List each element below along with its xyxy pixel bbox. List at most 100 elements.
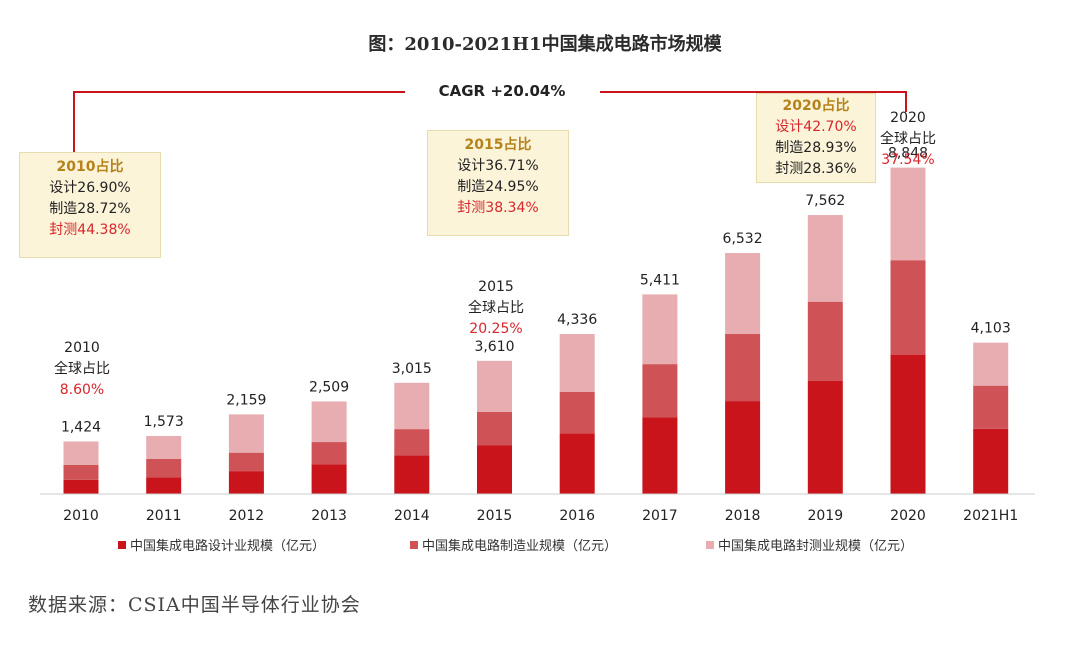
bar-segment-design-2019 <box>807 380 843 494</box>
share-design: 设计36.71% <box>457 158 539 174</box>
bar-segment-manufacture-2011 <box>146 458 182 478</box>
bar-segment-packaging-2014 <box>394 382 430 430</box>
total-label-2016: 4,336 <box>557 312 597 328</box>
bar-segment-packaging-2013 <box>311 401 347 443</box>
bar-segment-design-2010 <box>63 479 99 494</box>
share-manufacture: 制造28.93% <box>775 140 857 156</box>
share-packaging: 封测44.38% <box>49 222 131 238</box>
global-share-value: 8.60% <box>59 382 105 398</box>
global-share-2015: 2015 全球占比 20.25% <box>451 277 541 340</box>
bar-segment-manufacture-2020 <box>890 260 926 355</box>
share-packaging: 封测38.34% <box>457 200 539 216</box>
total-label-2012: 2,159 <box>226 392 266 408</box>
x-tick-label-2018: 2018 <box>725 508 761 524</box>
x-tick-label-2019: 2019 <box>807 508 843 524</box>
source-note: 数据来源：CSIA中国半导体行业协会 <box>28 594 361 616</box>
total-label-2011: 1,573 <box>144 414 184 430</box>
bar-segment-packaging-2021H1 <box>973 342 1009 386</box>
total-label-2020: 8,848 <box>888 146 928 162</box>
x-tick-label-2016: 2016 <box>559 508 595 524</box>
share-manufacture: 制造24.95% <box>457 179 539 195</box>
chart-svg: CAGR +20.04% 1,424 2010 1,573 2011 2,159 2012… <box>40 82 1035 554</box>
total-label-2021H1: 4,103 <box>971 321 1011 337</box>
global-share-2010: 2010 全球占比 8.60% <box>37 338 127 401</box>
bars-layer: 1,424 2010 1,573 2011 2,159 2012 2,509 2013 3,01… <box>61 146 1018 524</box>
share-manufacture: 制造28.72% <box>49 201 131 217</box>
bar-segment-manufacture-2021H1 <box>973 385 1009 429</box>
total-label-2017: 5,411 <box>640 272 680 288</box>
legend-swatch-design <box>118 541 126 549</box>
bar-segment-design-2018 <box>725 401 761 494</box>
x-tick-label-2010: 2010 <box>63 508 99 524</box>
legend-label-design: 中国集成电路设计业规模（亿元） <box>130 538 325 554</box>
bar-segment-packaging-2018 <box>725 253 761 335</box>
total-label-2019: 7,562 <box>805 193 845 209</box>
global-share-value: 37.54% <box>881 152 935 168</box>
bar-segment-manufacture-2015 <box>477 411 512 446</box>
bar-segment-manufacture-2013 <box>311 442 347 465</box>
x-tick-label-2011: 2011 <box>146 508 182 524</box>
x-tick-label-2015: 2015 <box>477 508 513 524</box>
bar-segment-manufacture-2017 <box>642 364 678 418</box>
x-tick-label-2017: 2017 <box>642 508 678 524</box>
chart-title: 图：2010-2021H1中国集成电路市场规模 <box>368 34 722 55</box>
x-tick-label-2013: 2013 <box>311 508 347 524</box>
x-tick-label-2021H1: 2021H1 <box>963 508 1018 524</box>
global-share-year: 2010 <box>64 340 100 356</box>
share-box-head: 2015占比 <box>464 137 532 153</box>
global-share-label: 全球占比 <box>468 300 524 316</box>
bar-segment-packaging-2012 <box>228 414 264 453</box>
share-box-head: 2010占比 <box>56 159 124 175</box>
cagr-bracket-left <box>73 91 405 152</box>
share-packaging: 封测28.36% <box>775 161 857 177</box>
global-share-2020: 2020 全球占比 37.54% <box>863 108 953 171</box>
total-label-2018: 6,532 <box>723 231 763 247</box>
bar-segment-packaging-2020 <box>890 167 926 261</box>
share-box-head: 2020占比 <box>782 98 850 114</box>
bar-segment-packaging-2010 <box>63 441 99 465</box>
total-label-2010: 1,424 <box>61 419 101 435</box>
share-design: 设计26.90% <box>49 180 131 196</box>
bar-segment-design-2021H1 <box>973 428 1009 494</box>
x-tick-label-2014: 2014 <box>394 508 430 524</box>
bar-segment-design-2011 <box>146 477 182 494</box>
global-share-value: 20.25% <box>469 321 523 337</box>
bar-segment-design-2013 <box>311 464 347 494</box>
bar-segment-manufacture-2019 <box>807 301 843 381</box>
bar-segment-design-2017 <box>642 417 678 494</box>
legend-label-packaging: 中国集成电路封测业规模（亿元） <box>718 538 913 554</box>
cagr-label: CAGR +20.04% <box>439 82 566 100</box>
bar-segment-manufacture-2012 <box>228 452 264 472</box>
share-box-2015: 2015占比 设计36.71% 制造24.95% 封测38.34% <box>427 130 569 236</box>
bar-segment-design-2020 <box>890 354 926 494</box>
legend-swatch-packaging <box>706 541 714 549</box>
share-box-2020: 2020占比 设计42.70% 制造28.93% 封测28.36% <box>756 93 876 183</box>
bar-segment-design-2016 <box>559 433 595 494</box>
global-share-label: 全球占比 <box>54 361 110 377</box>
bar-segment-packaging-2017 <box>642 294 678 365</box>
bar-segment-design-2014 <box>394 455 430 494</box>
bar-segment-manufacture-2016 <box>559 391 595 434</box>
legend-swatch-manufacture <box>410 541 418 549</box>
bar-segment-packaging-2019 <box>807 215 843 302</box>
bar-segment-packaging-2016 <box>559 334 595 392</box>
global-share-year: 2015 <box>478 279 514 295</box>
cagr-bracket-right <box>600 91 907 112</box>
bar-segment-manufacture-2010 <box>63 464 99 480</box>
legend: 中国集成电路设计业规模（亿元） 中国集成电路制造业规模（亿元） 中国集成电路封测… <box>118 538 913 554</box>
bar-segment-manufacture-2014 <box>394 429 430 456</box>
bar-segment-packaging-2015 <box>477 360 512 412</box>
share-box-2010: 2010占比 设计26.90% 制造28.72% 封测44.38% <box>19 152 161 258</box>
x-tick-label-2020: 2020 <box>890 508 926 524</box>
share-design: 设计42.70% <box>775 119 857 135</box>
total-label-2013: 2,509 <box>309 379 349 395</box>
bar-segment-packaging-2011 <box>146 435 182 459</box>
bar-segment-design-2012 <box>228 471 264 494</box>
total-label-2014: 3,015 <box>392 361 432 377</box>
total-label-2015: 3,610 <box>474 339 514 355</box>
bar-segment-design-2015 <box>477 445 512 494</box>
x-tick-label-2012: 2012 <box>229 508 265 524</box>
bar-segment-manufacture-2018 <box>725 334 761 402</box>
legend-label-manufacture: 中国集成电路制造业规模（亿元） <box>422 538 617 554</box>
global-share-year: 2020 <box>890 110 926 126</box>
